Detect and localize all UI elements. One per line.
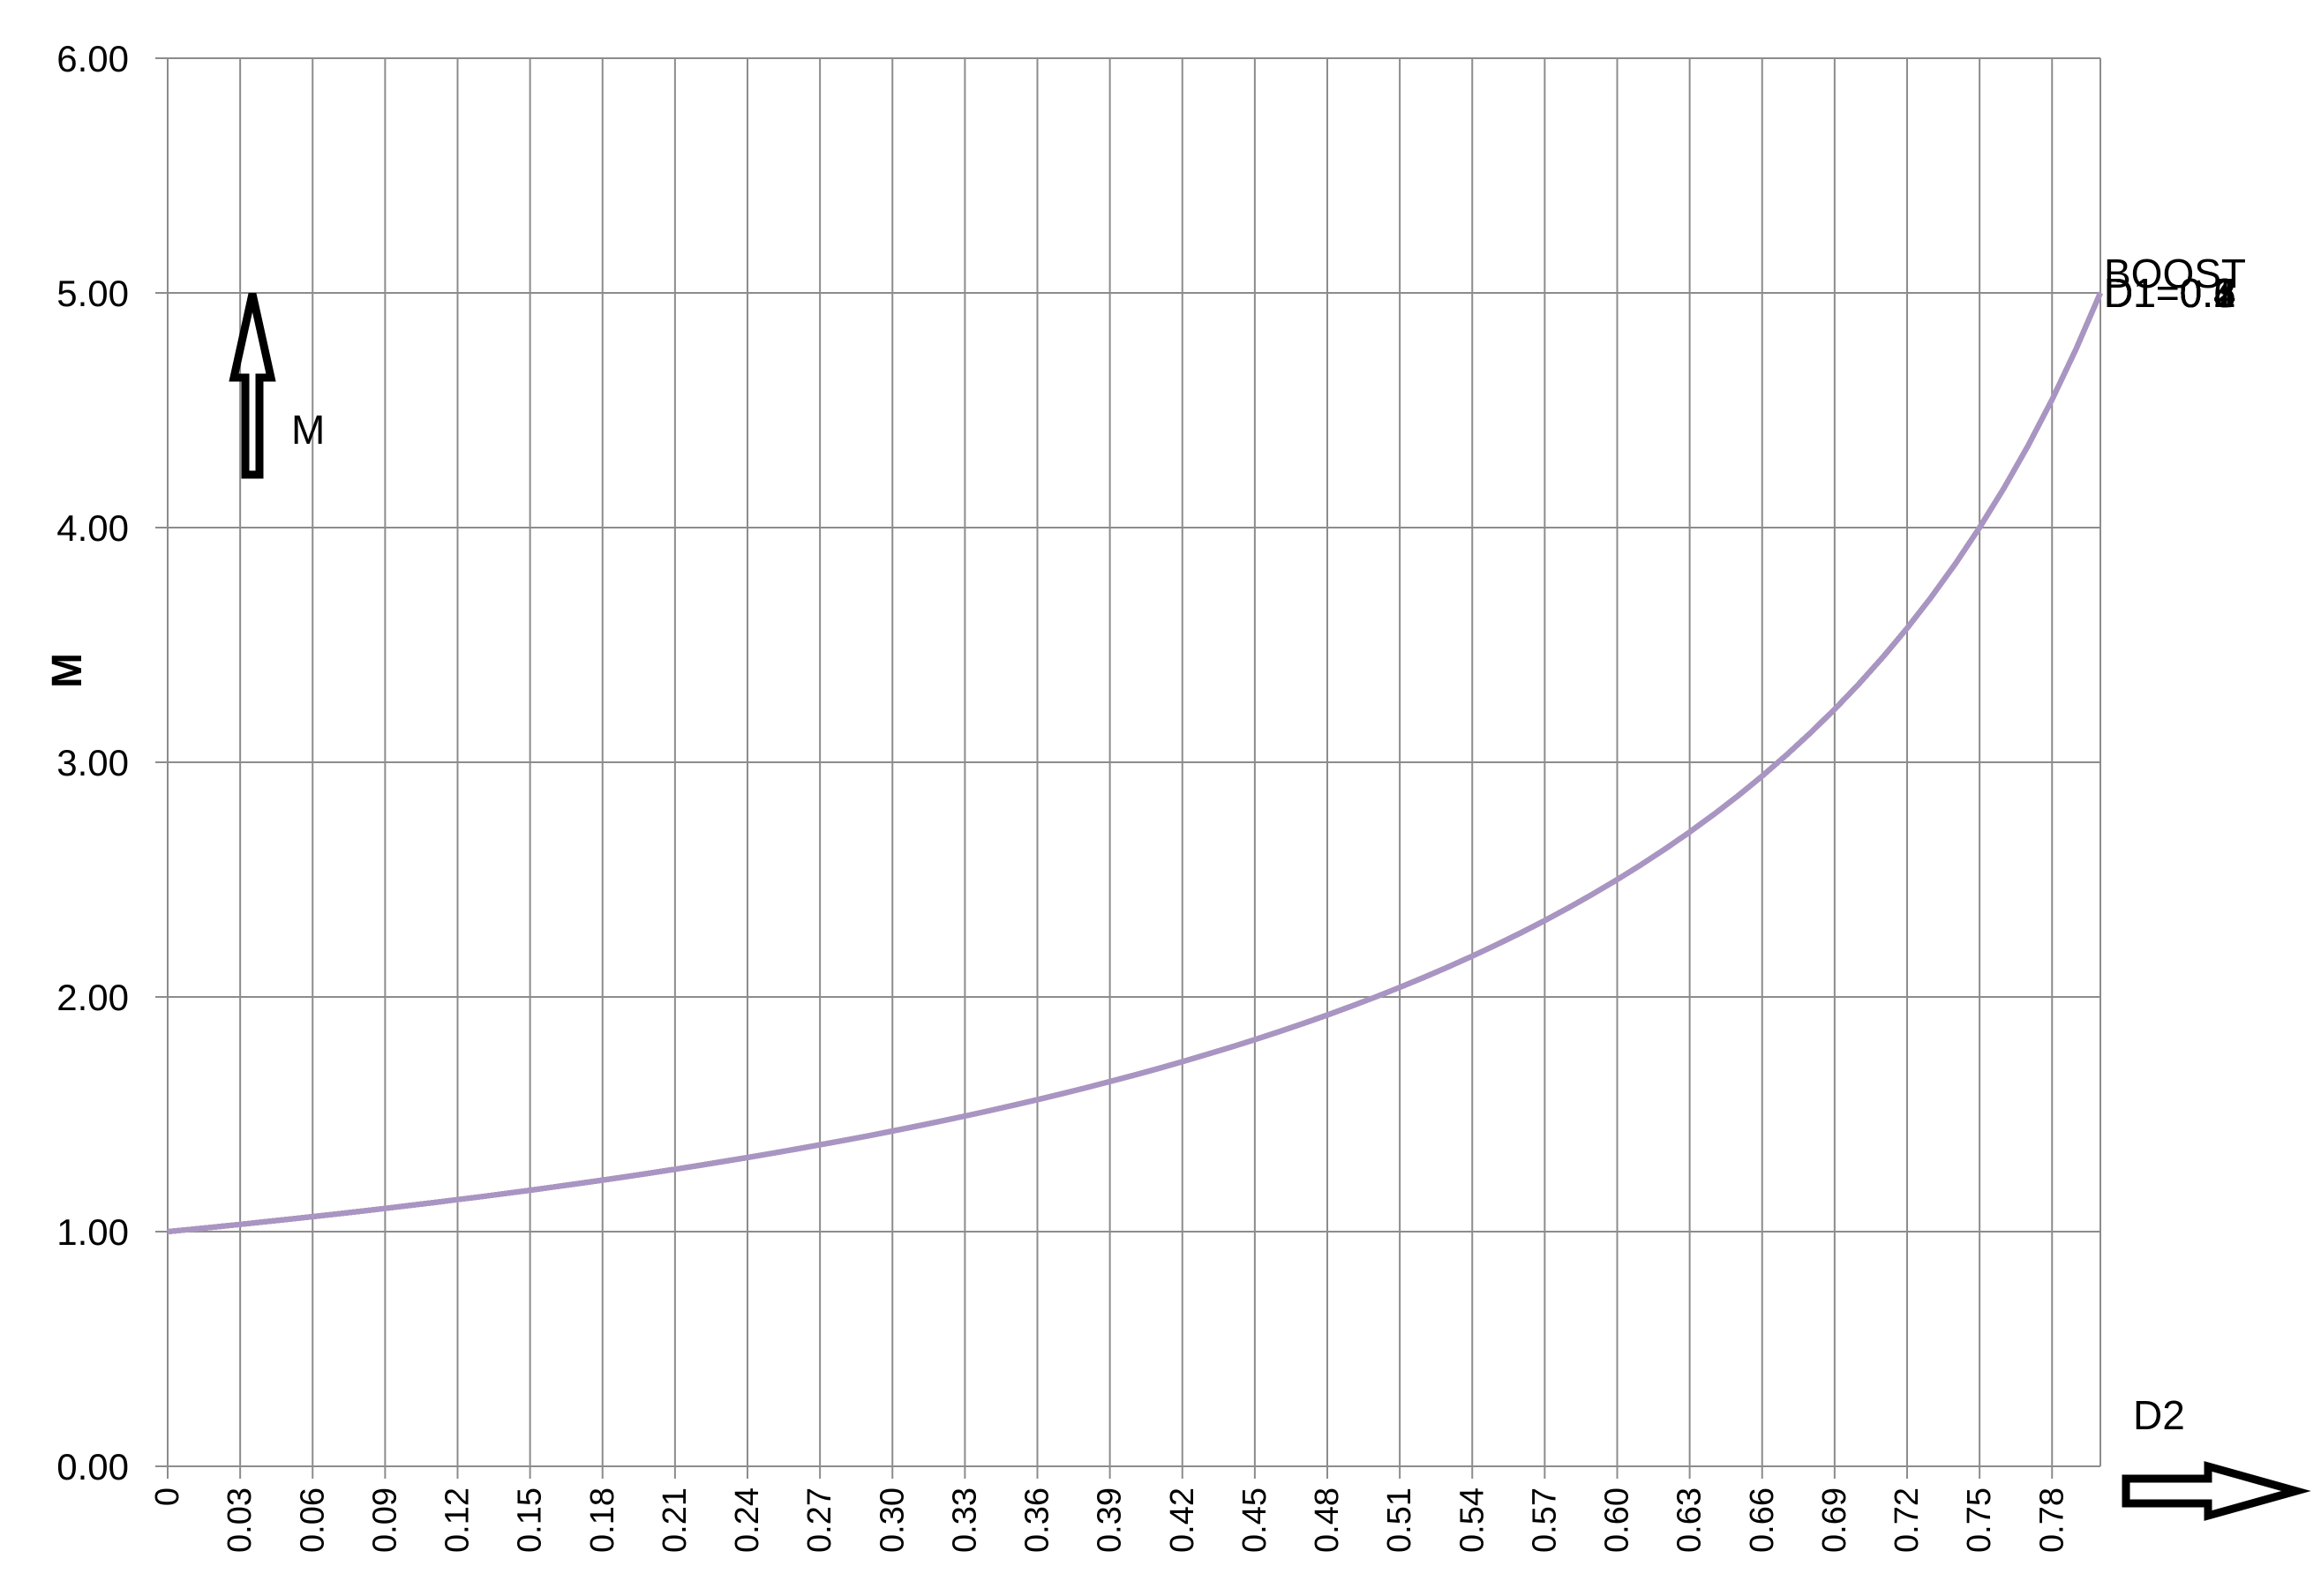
x-tick-label: 0.15 — [512, 1487, 549, 1553]
y-tick-label: 0.00 — [56, 1446, 129, 1487]
x-tick-label: 0.09 — [366, 1487, 403, 1553]
y-tick-label: 5.00 — [56, 273, 129, 314]
y-tick-label: 2.00 — [56, 977, 129, 1018]
right-arrow-icon — [2122, 1461, 2311, 1521]
x-axis-ticks: 0 0.03 0.06 0.09 0.12 0.15 0.18 0.21 0.24 0.27 0.3… — [149, 1487, 2070, 1553]
x-tick-label: 0.78 — [2033, 1487, 2070, 1553]
x-tick-label: 0 — [149, 1487, 186, 1506]
x-tick-label: 0.33 — [946, 1487, 983, 1553]
x-tick-label: 0.45 — [1236, 1487, 1273, 1553]
y-tick-label: 1.00 — [56, 1211, 129, 1253]
x-tick-label: 0.57 — [1526, 1487, 1563, 1553]
grid — [155, 57, 2101, 1479]
series-label: D1=0 — [2104, 270, 2202, 316]
x-tick-label: 0.18 — [584, 1487, 621, 1553]
series-label: BOOST — [2104, 251, 2246, 296]
x-tick-label: 0.69 — [1816, 1487, 1853, 1553]
series-label: D1=0.5 — [2104, 270, 2236, 316]
y-tick-label: 3.00 — [56, 742, 129, 783]
x-tick-label: 0.36 — [1019, 1487, 1056, 1553]
series-label: D1=0.4 — [2104, 270, 2236, 316]
x-tick-label: 0.42 — [1164, 1487, 1201, 1553]
x-tick-label: 0.06 — [294, 1487, 331, 1553]
series-lines — [167, 291, 2103, 1234]
series-label: D1=0.2 — [2104, 270, 2236, 316]
right-arrow-label: D2 — [2133, 1392, 2185, 1438]
series-label: D1=0.3 — [2104, 270, 2236, 316]
y-axis-label: M — [44, 653, 91, 688]
x-tick-label: 0.75 — [1961, 1487, 1998, 1553]
y-axis-ticks: 0.00 1.00 2.00 3.00 4.00 5.00 6.00 — [56, 38, 129, 1487]
x-tick-label: 0.12 — [439, 1487, 477, 1553]
series-label: D1=0.6 — [2104, 270, 2236, 316]
x-tick-label: 0.54 — [1453, 1487, 1491, 1553]
x-tick-label: 0.03 — [222, 1487, 259, 1553]
series-line — [167, 291, 2103, 1234]
up-arrow-label: M — [291, 407, 325, 453]
x-tick-label: 0.48 — [1309, 1487, 1346, 1553]
series-labels: BOOSTD1=0.7D1=0.6D1=0.5D1=0.4D1=0.3D1=0.… — [2104, 251, 2246, 316]
y-tick-label: 6.00 — [56, 38, 129, 79]
y-tick-label: 4.00 — [56, 507, 129, 549]
up-arrow-icon — [229, 293, 276, 479]
series-label: D1=0.1 — [2104, 270, 2236, 316]
x-tick-label: 0.27 — [801, 1487, 838, 1553]
x-tick-label: 0.63 — [1671, 1487, 1709, 1553]
x-tick-label: 0.21 — [657, 1487, 694, 1553]
x-tick-label: 0.51 — [1381, 1487, 1418, 1553]
x-tick-label: 0.39 — [1092, 1487, 1129, 1553]
x-tick-label: 0.24 — [729, 1487, 766, 1553]
x-tick-label: 0.66 — [1744, 1487, 1781, 1553]
x-tick-label: 0.30 — [874, 1487, 911, 1553]
x-tick-label: 0.60 — [1599, 1487, 1636, 1553]
series-label: D1=0.7 — [2104, 270, 2236, 316]
x-tick-label: 0.72 — [1889, 1487, 1926, 1553]
